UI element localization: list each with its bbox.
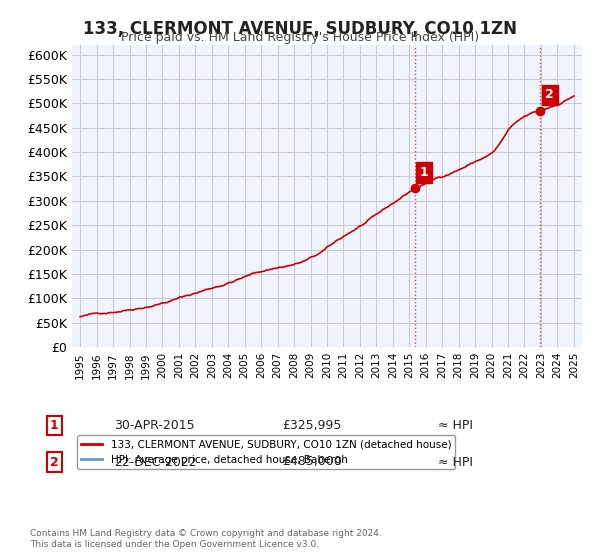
Text: 2: 2 [50, 455, 58, 469]
Text: 1: 1 [50, 419, 58, 432]
Text: 133, CLERMONT AVENUE, SUDBURY, CO10 1ZN: 133, CLERMONT AVENUE, SUDBURY, CO10 1ZN [83, 20, 517, 38]
Text: 2: 2 [545, 88, 554, 101]
Text: £325,995: £325,995 [282, 419, 341, 432]
Text: £485,000: £485,000 [282, 455, 342, 469]
Text: 1: 1 [419, 166, 428, 179]
Text: Contains HM Land Registry data © Crown copyright and database right 2024.
This d: Contains HM Land Registry data © Crown c… [30, 529, 382, 549]
Text: ≈ HPI: ≈ HPI [438, 419, 473, 432]
Text: ≈ HPI: ≈ HPI [438, 455, 473, 469]
Text: 30-APR-2015: 30-APR-2015 [114, 419, 194, 432]
Text: 22-DEC-2022: 22-DEC-2022 [114, 455, 197, 469]
Text: Price paid vs. HM Land Registry's House Price Index (HPI): Price paid vs. HM Land Registry's House … [121, 31, 479, 44]
Legend: 133, CLERMONT AVENUE, SUDBURY, CO10 1ZN (detached house), HPI: Average price, de: 133, CLERMONT AVENUE, SUDBURY, CO10 1ZN … [77, 436, 455, 469]
